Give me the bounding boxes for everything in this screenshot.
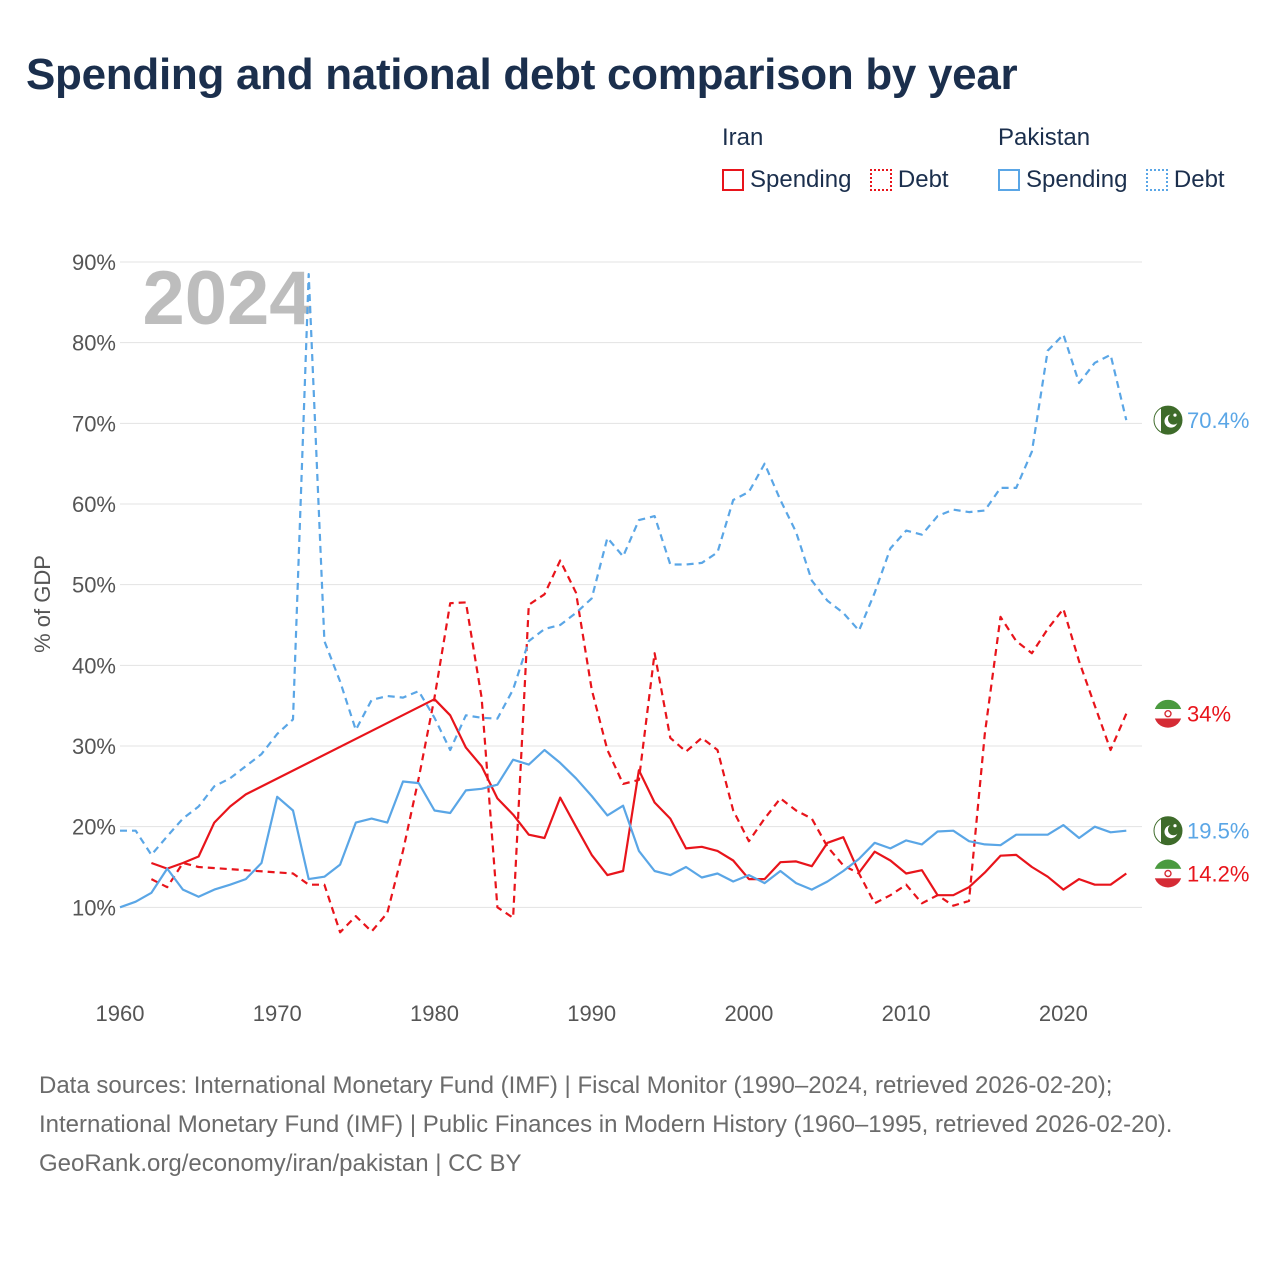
year-watermark: 2024 — [142, 256, 311, 341]
flag-star — [1173, 824, 1177, 828]
y-tick-label: 20% — [72, 815, 116, 840]
flag-crescent-cut — [1168, 413, 1179, 425]
line-chart: 10% 20% 30% 40% 50% 60% 70% 80% 90% 1960 1970 1980… — [30, 250, 1249, 1026]
flag-emblem — [1164, 710, 1172, 718]
flag-border — [1153, 405, 1183, 435]
iran-debt-line — [150, 559, 1128, 934]
data-sources: Data sources: International Monetary Fun… — [39, 1072, 1173, 1138]
pakistan-spending-end-label: 19.5% — [1187, 819, 1249, 844]
iran-spending-end-label: 14.2% — [1187, 861, 1249, 886]
y-axis-ticks: 10% 20% 30% 40% 50% 60% 70% 80% 90% — [72, 250, 116, 920]
y-tick-label: 80% — [72, 331, 116, 356]
legend-group-name: Iran — [722, 124, 764, 151]
iran-debt-end-label: 34% — [1187, 702, 1231, 727]
end-labels: 70.4% 34% 19.5% 14.2% — [1153, 405, 1249, 888]
legend-iran-spending[interactable]: Spending — [722, 166, 851, 194]
pakistan-flag-icon — [1153, 816, 1183, 846]
pakistan-flag-icon — [1153, 405, 1183, 435]
y-tick-label: 50% — [72, 573, 116, 598]
x-tick-label: 2010 — [882, 1001, 931, 1026]
y-tick-label: 60% — [72, 492, 116, 517]
x-axis-ticks: 1960 1970 1980 1990 2000 2010 2020 — [96, 1001, 1088, 1026]
x-tick-label: 1990 — [567, 1001, 616, 1026]
footer: Data sources: International Monetary Fun… — [39, 1066, 1239, 1183]
flag-stripe-red — [1154, 878, 1182, 888]
chart-title: Spending and national debt comparison by… — [26, 50, 1018, 99]
legend-label: Debt — [897, 166, 949, 193]
iran-flag-icon — [1154, 859, 1182, 888]
legend-swatch-dotted — [869, 169, 892, 191]
flag-star — [1173, 413, 1177, 417]
legend-pakistan-spending[interactable]: Spending — [998, 166, 1127, 194]
legend-label: Spending — [1026, 166, 1128, 193]
flag-border — [1153, 816, 1183, 846]
flag-stripe-green — [1154, 699, 1182, 710]
flag-emblem — [1164, 869, 1172, 878]
credit-link[interactable]: GeoRank.org/economy/iran/pakistan | CC B… — [39, 1150, 522, 1177]
pakistan-spending-line — [119, 748, 1127, 909]
gridlines — [120, 261, 1142, 908]
y-tick-label: 30% — [72, 734, 116, 759]
x-tick-label: 2000 — [724, 1001, 773, 1026]
flag-stripe-green — [1154, 859, 1182, 869]
y-tick-label: 70% — [72, 411, 116, 436]
y-tick-label: 40% — [72, 653, 116, 678]
y-tick-label: 90% — [72, 250, 116, 275]
series-lines — [119, 273, 1128, 934]
flag-stripes — [1154, 859, 1182, 888]
y-axis-label: % of GDP — [30, 555, 55, 653]
x-tick-label: 1970 — [253, 1001, 302, 1026]
x-tick-label: 2020 — [1039, 1001, 1088, 1026]
flag-stripe-white — [1154, 709, 1182, 719]
x-tick-label: 1980 — [410, 1001, 459, 1026]
legend-iran-debt[interactable]: Debt — [869, 166, 949, 194]
y-tick-label: 10% — [72, 895, 116, 920]
flag-stripe-red — [1154, 718, 1182, 728]
flag-stripes — [1154, 699, 1182, 728]
legend-group-iran: Iran Spending Debt — [722, 124, 963, 196]
legend-group-pakistan: Pakistan Spending Debt — [998, 124, 1239, 196]
legend-swatch-dotted — [1145, 169, 1168, 191]
flag-hoist — [1154, 816, 1161, 845]
legend-swatch-solid — [722, 169, 744, 191]
legend-pakistan-debt[interactable]: Debt — [1145, 166, 1225, 194]
legend-label: Spending — [750, 166, 852, 193]
flag-hoist — [1154, 406, 1161, 435]
legend-swatch-solid — [998, 169, 1020, 191]
flag-crescent-cut — [1168, 824, 1179, 836]
legend-group-name: Pakistan — [998, 124, 1091, 151]
pakistan-debt-end-label: 70.4% — [1187, 408, 1249, 433]
x-tick-label: 1960 — [96, 1001, 145, 1026]
iran-spending-line — [151, 698, 1127, 897]
pakistan-debt-line — [120, 273, 1128, 857]
flag-stripe-white — [1154, 868, 1182, 879]
legend-label: Debt — [1173, 166, 1225, 193]
iran-flag-icon — [1154, 699, 1182, 728]
